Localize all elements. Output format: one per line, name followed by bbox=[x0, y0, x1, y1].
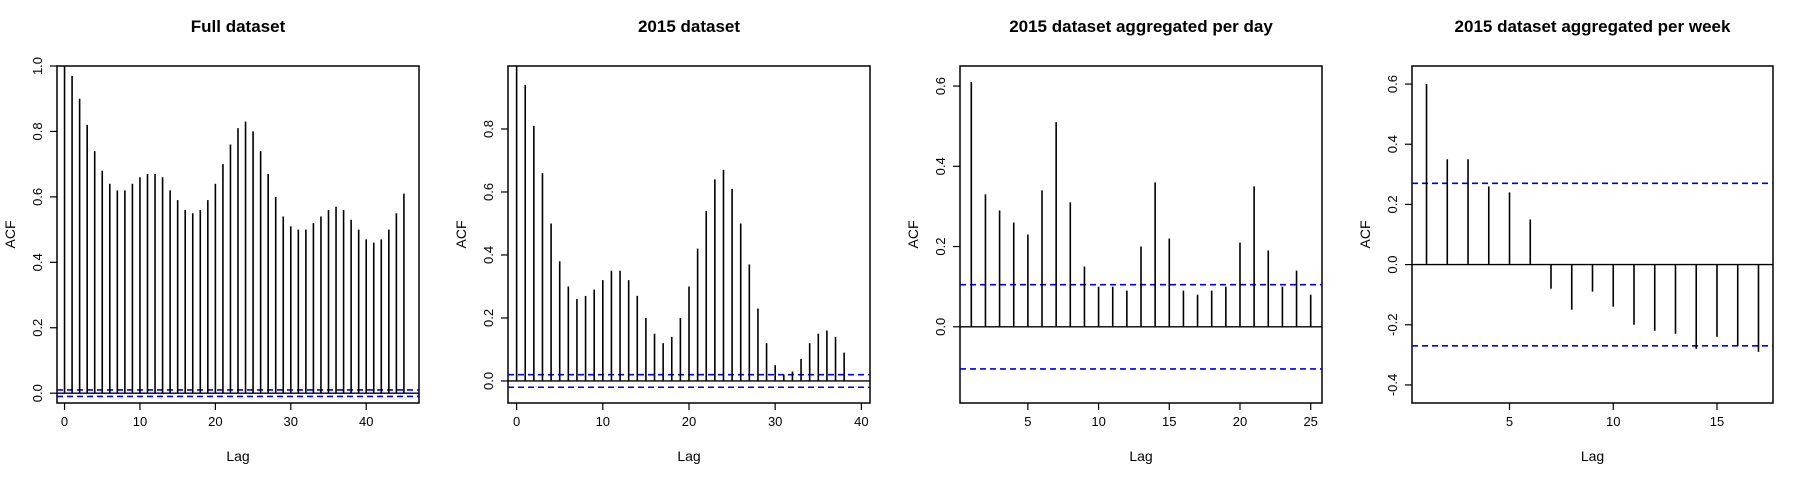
x-tick-label: 10 bbox=[1091, 414, 1105, 429]
chart-title: 2015 dataset aggregated per day bbox=[1009, 17, 1273, 36]
x-axis-label: Lag bbox=[677, 448, 700, 464]
acf-panel-4: 2015 dataset aggregated per week 5 10 15 -0.… bbox=[1357, 17, 1774, 464]
x-tick-label: 5 bbox=[1024, 414, 1031, 429]
y-tick-label: 0.2 bbox=[481, 309, 496, 327]
y-tick-label: 0.4 bbox=[481, 246, 496, 264]
y-tick-label: 0.8 bbox=[481, 120, 496, 138]
y-tick-label: 1.0 bbox=[30, 57, 45, 75]
y-tick-label: 0.6 bbox=[481, 183, 496, 201]
y-tick-label: -0.4 bbox=[1385, 374, 1400, 396]
y-axis-label: ACF bbox=[453, 221, 469, 249]
x-tick-label: 30 bbox=[768, 414, 782, 429]
x-tick-label: 20 bbox=[208, 414, 222, 429]
x-axis-label: Lag bbox=[1581, 448, 1604, 464]
x-tick-label: 0 bbox=[513, 414, 520, 429]
y-axis-label: ACF bbox=[2, 221, 18, 249]
chart-title: Full dataset bbox=[191, 17, 286, 36]
y-tick-label: 0.0 bbox=[30, 384, 45, 402]
x-tick-label: 10 bbox=[1606, 414, 1620, 429]
y-tick-label: 0.4 bbox=[933, 157, 948, 175]
x-tick-label: 20 bbox=[682, 414, 696, 429]
y-tick-label: 0.0 bbox=[933, 318, 948, 336]
y-tick-label: 0.0 bbox=[1385, 256, 1400, 274]
y-tick-label: 0.6 bbox=[30, 188, 45, 206]
chart-title: 2015 dataset bbox=[638, 17, 740, 36]
x-tick-label: 5 bbox=[1506, 414, 1513, 429]
y-tick-label: 0.8 bbox=[30, 122, 45, 140]
x-tick-label: 25 bbox=[1303, 414, 1317, 429]
x-tick-label: 30 bbox=[284, 414, 298, 429]
y-tick-label: 0.2 bbox=[933, 237, 948, 255]
y-axis-label: ACF bbox=[905, 221, 921, 249]
y-axis-label: ACF bbox=[1357, 221, 1373, 249]
plot-frame bbox=[56, 65, 420, 404]
x-tick-label: 10 bbox=[596, 414, 610, 429]
x-tick-label: 40 bbox=[854, 414, 868, 429]
y-tick-label: -0.2 bbox=[1385, 314, 1400, 336]
plot-frame bbox=[1411, 65, 1774, 404]
x-tick-label: 10 bbox=[133, 414, 147, 429]
x-axis-label: Lag bbox=[226, 448, 249, 464]
x-tick-label: 15 bbox=[1162, 414, 1176, 429]
y-tick-label: 0.4 bbox=[30, 253, 45, 271]
x-tick-label: 15 bbox=[1710, 414, 1724, 429]
chart-title: 2015 dataset aggregated per week bbox=[1455, 17, 1731, 36]
acf-panel-2: 2015 dataset 0 10 20 30 40 0.0 0.2 0.4 0.6 0.8 Lag A… bbox=[453, 17, 871, 464]
y-tick-label: 0.6 bbox=[1385, 75, 1400, 93]
acf-panel-3: 2015 dataset aggregated per day 5 10 15 20 25… bbox=[905, 17, 1323, 464]
y-tick-label: 0.2 bbox=[1385, 195, 1400, 213]
x-tick-label: 40 bbox=[359, 414, 373, 429]
y-tick-label: 0.2 bbox=[30, 319, 45, 337]
x-tick-label: 20 bbox=[1233, 414, 1247, 429]
plot-frame bbox=[959, 65, 1323, 404]
x-tick-label: 0 bbox=[61, 414, 68, 429]
acf-panel-1: Full dataset 0 10 20 30 40 0.0 0.2 0.4 0.6 0.8 1.0 L… bbox=[2, 17, 420, 464]
y-tick-label: 0.4 bbox=[1385, 135, 1400, 153]
y-tick-label: 0.6 bbox=[933, 77, 948, 95]
y-tick-label: 0.0 bbox=[481, 372, 496, 390]
x-axis-label: Lag bbox=[1129, 448, 1152, 464]
